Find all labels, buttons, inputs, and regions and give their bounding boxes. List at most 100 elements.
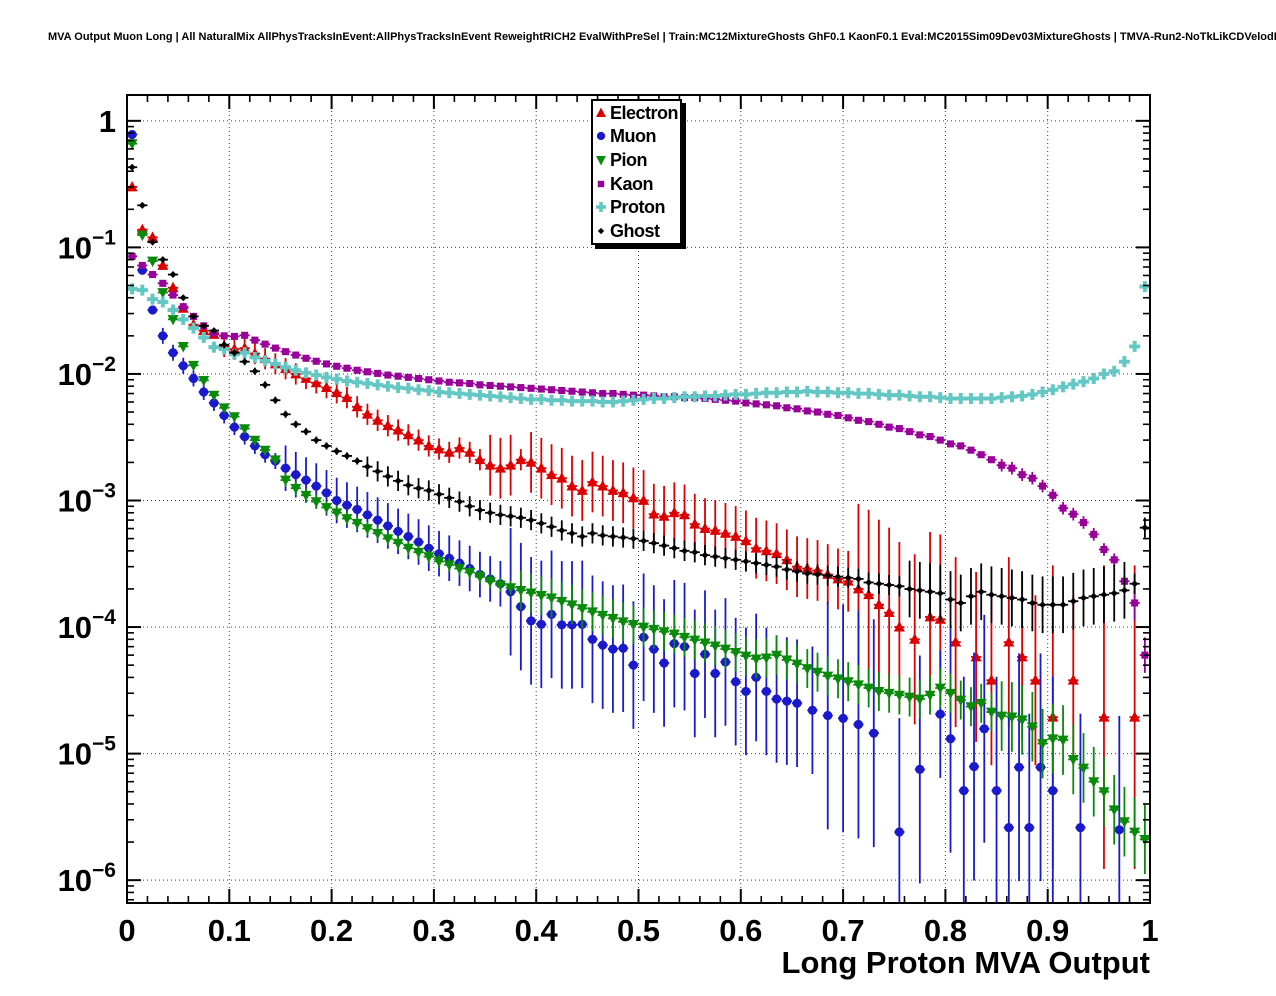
marker-diamond bbox=[895, 582, 903, 590]
marker-circle bbox=[209, 398, 219, 408]
marker-circle bbox=[869, 728, 879, 738]
marker-diamond bbox=[875, 580, 883, 588]
marker-triangle-down bbox=[228, 412, 240, 423]
marker-triangle-up bbox=[679, 508, 691, 520]
marker-diamond bbox=[783, 565, 791, 573]
marker-circle bbox=[311, 481, 321, 491]
marker-circle bbox=[373, 515, 383, 525]
marker-diamond bbox=[609, 532, 617, 540]
marker-square bbox=[783, 404, 791, 412]
marker-circle bbox=[188, 373, 199, 384]
x-axis-title: Long Proton MVA Output bbox=[782, 945, 1150, 980]
marker-circle bbox=[301, 475, 311, 485]
marker-square bbox=[333, 362, 341, 370]
marker-diamond bbox=[1028, 599, 1036, 607]
marker-cross bbox=[474, 389, 486, 401]
marker-cross bbox=[730, 388, 742, 400]
electron-marker-icon bbox=[596, 107, 606, 117]
marker-square bbox=[322, 360, 331, 368]
marker-triangle-down bbox=[985, 707, 997, 719]
marker-circle bbox=[321, 488, 332, 498]
marker-triangle-down bbox=[750, 654, 762, 665]
marker-triangle-up bbox=[351, 400, 363, 412]
marker-square bbox=[773, 402, 781, 410]
marker-square bbox=[578, 388, 586, 396]
x-tick-label: 0.6 bbox=[719, 913, 762, 948]
marker-triangle-up bbox=[668, 506, 680, 518]
marker-triangle-down bbox=[607, 614, 619, 625]
legend: Electron Muon Pion Kaon Proton Ghost bbox=[591, 99, 682, 245]
marker-diamond bbox=[1120, 586, 1128, 594]
marker-triangle-down bbox=[699, 638, 711, 649]
marker-circle bbox=[199, 387, 209, 397]
marker-diamond bbox=[415, 484, 423, 492]
marker-circle bbox=[393, 526, 403, 537]
marker-triangle-up bbox=[320, 381, 332, 392]
marker-square bbox=[312, 357, 320, 365]
marker-square bbox=[1100, 545, 1108, 554]
marker-cross bbox=[433, 386, 445, 398]
marker-circle bbox=[332, 495, 342, 506]
marker-diamond bbox=[987, 591, 995, 599]
marker-circle bbox=[229, 422, 240, 432]
marker-triangle-up bbox=[228, 343, 240, 354]
marker-triangle-up bbox=[893, 621, 905, 632]
marker-cross bbox=[351, 376, 363, 388]
marker-diamond bbox=[445, 494, 453, 502]
marker-cross bbox=[239, 347, 251, 359]
marker-circle bbox=[403, 531, 413, 542]
marker-cross bbox=[198, 332, 210, 344]
marker-square bbox=[813, 408, 822, 416]
marker-cross bbox=[965, 392, 977, 404]
marker-square bbox=[588, 389, 596, 397]
marker-triangle-down bbox=[136, 230, 148, 242]
marker-triangle-down bbox=[904, 692, 916, 704]
marker-triangle-down bbox=[413, 547, 425, 559]
legend-label: Pion bbox=[610, 149, 648, 170]
series-proton bbox=[127, 281, 1150, 408]
marker-triangle-down bbox=[341, 514, 353, 525]
marker-circle bbox=[659, 658, 669, 668]
marker-triangle-up bbox=[607, 484, 619, 495]
marker-triangle-down bbox=[617, 617, 629, 628]
marker-cross bbox=[290, 364, 302, 376]
marker-triangle-down bbox=[812, 667, 824, 679]
marker-diamond bbox=[241, 358, 249, 366]
marker-diamond bbox=[793, 567, 801, 575]
marker-triangle-down bbox=[546, 593, 558, 604]
marker-cross bbox=[904, 390, 916, 402]
marker-circle bbox=[991, 786, 1002, 796]
marker-circle bbox=[178, 361, 188, 371]
marker-square bbox=[1079, 518, 1088, 527]
marker-triangle-down bbox=[484, 576, 496, 588]
y-tick-label: 10−4 bbox=[58, 606, 117, 645]
marker-triangle-up bbox=[402, 428, 414, 440]
marker-cross bbox=[566, 395, 578, 407]
marker-triangle-down bbox=[801, 664, 813, 675]
marker-triangle-down bbox=[157, 288, 169, 299]
marker-triangle-up bbox=[361, 408, 373, 419]
marker-cross bbox=[372, 379, 384, 391]
marker-square bbox=[251, 336, 259, 344]
marker-circle bbox=[761, 686, 771, 697]
marker-cross bbox=[556, 394, 568, 406]
marker-triangle-up bbox=[781, 553, 793, 565]
marker-cross bbox=[760, 387, 772, 399]
marker-diamond bbox=[926, 588, 934, 596]
marker-cross bbox=[740, 388, 752, 400]
marker-circle bbox=[823, 710, 833, 721]
marker-triangle-up bbox=[382, 419, 394, 431]
marker-square bbox=[844, 414, 852, 422]
marker-circle bbox=[168, 348, 178, 358]
marker-diamond bbox=[200, 322, 208, 330]
marker-triangle-down bbox=[187, 360, 199, 372]
marker-triangle-down bbox=[863, 683, 875, 695]
marker-cross bbox=[1016, 390, 1028, 402]
marker-triangle-up bbox=[157, 259, 169, 270]
marker-cross bbox=[167, 304, 179, 316]
marker-diamond bbox=[159, 256, 167, 264]
marker-diamond bbox=[599, 531, 607, 539]
marker-diamond bbox=[998, 592, 1006, 600]
marker-diamond bbox=[597, 227, 605, 234]
marker-triangle-down bbox=[832, 674, 844, 685]
